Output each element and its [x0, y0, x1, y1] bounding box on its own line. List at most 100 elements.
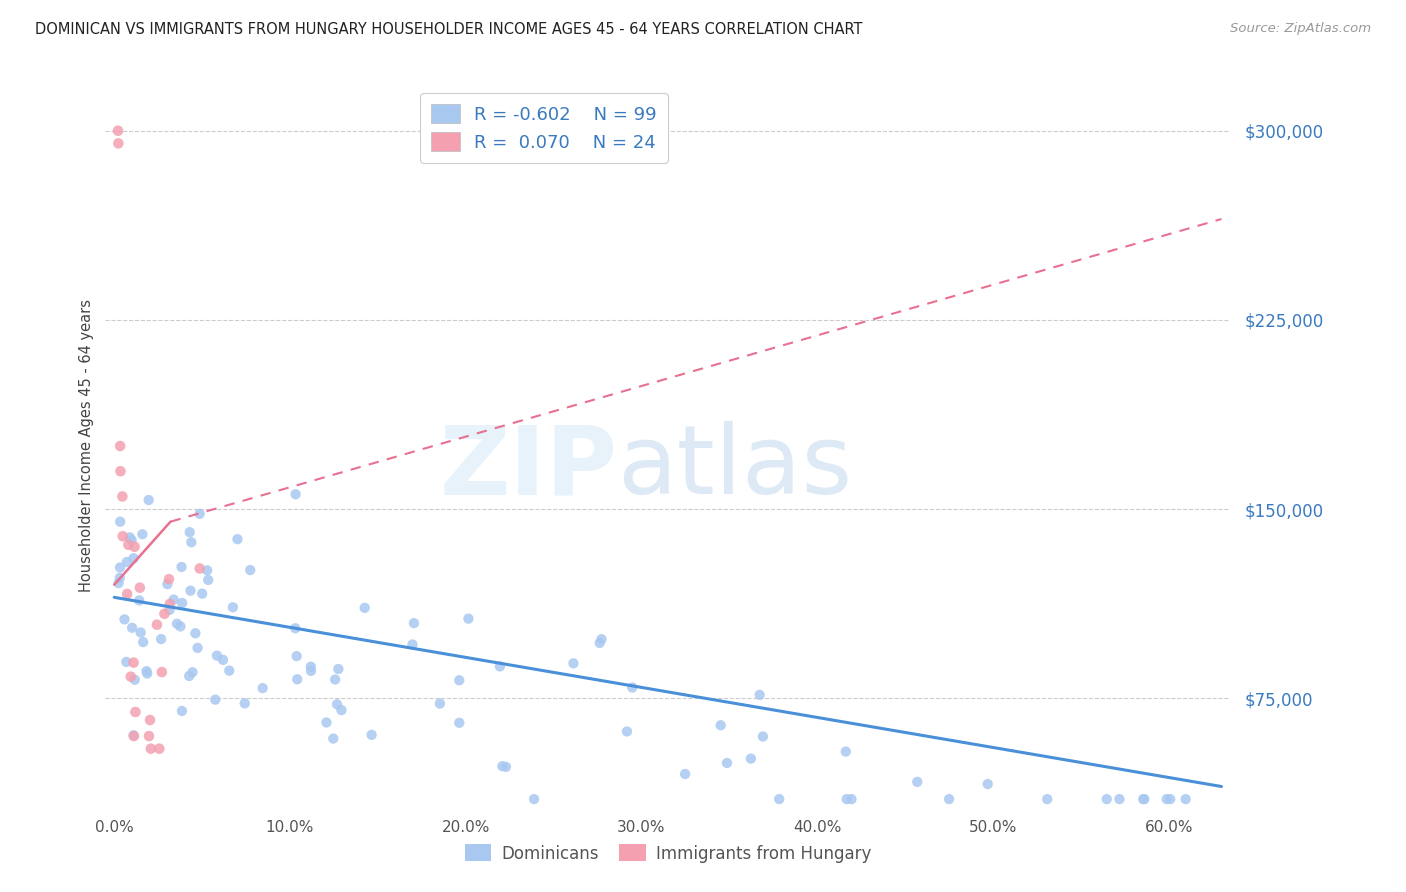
Point — [835, 745, 858, 759]
Point — [204, 692, 226, 706]
Point — [716, 756, 738, 770]
Point — [139, 741, 162, 756]
Point — [122, 728, 145, 742]
Point — [285, 649, 308, 664]
Point — [187, 640, 209, 655]
Point — [212, 653, 235, 667]
Point — [115, 587, 138, 601]
Point — [938, 792, 960, 806]
Point — [562, 657, 585, 671]
Point — [170, 704, 193, 718]
Point — [120, 670, 142, 684]
Point — [136, 666, 159, 681]
Point — [135, 664, 157, 678]
Point — [591, 632, 613, 647]
Point — [284, 487, 307, 501]
Point — [166, 616, 188, 631]
Point — [159, 603, 181, 617]
Point — [1159, 792, 1181, 806]
Point — [740, 751, 762, 765]
Point — [138, 493, 160, 508]
Point — [284, 621, 307, 635]
Point — [710, 718, 733, 732]
Point — [114, 612, 136, 626]
Point — [163, 592, 186, 607]
Point — [131, 527, 153, 541]
Text: atlas: atlas — [617, 421, 852, 515]
Point — [122, 656, 145, 670]
Point — [108, 439, 131, 453]
Point — [169, 619, 191, 633]
Point — [132, 635, 155, 649]
Point — [495, 760, 517, 774]
Point — [148, 741, 170, 756]
Point — [323, 673, 346, 687]
Point — [180, 535, 202, 549]
Point — [179, 669, 201, 683]
Point — [835, 792, 858, 806]
Point — [108, 560, 131, 574]
Point — [1156, 792, 1178, 806]
Point — [157, 572, 180, 586]
Point — [457, 612, 479, 626]
Point — [233, 697, 256, 711]
Point — [188, 561, 211, 575]
Point — [139, 713, 162, 727]
Point — [222, 600, 245, 615]
Point — [115, 555, 138, 569]
Point — [188, 507, 211, 521]
Point — [326, 697, 349, 711]
Point — [429, 697, 451, 711]
Point — [752, 730, 775, 744]
Point — [118, 530, 141, 544]
Point — [191, 587, 214, 601]
Point — [128, 581, 150, 595]
Point — [768, 792, 790, 806]
Point — [121, 533, 143, 548]
Point — [184, 626, 207, 640]
Point — [124, 540, 146, 554]
Text: Source: ZipAtlas.com: Source: ZipAtlas.com — [1230, 22, 1371, 36]
Point — [108, 571, 131, 585]
Point — [226, 532, 249, 546]
Point — [172, 596, 194, 610]
Point — [218, 664, 240, 678]
Point — [117, 538, 139, 552]
Y-axis label: Householder Income Ages 45 - 64 years: Householder Income Ages 45 - 64 years — [79, 300, 94, 592]
Point — [124, 673, 146, 687]
Point — [328, 662, 350, 676]
Point — [589, 636, 612, 650]
Point — [401, 638, 423, 652]
Point — [449, 715, 471, 730]
Point — [124, 705, 146, 719]
Point — [1133, 792, 1156, 806]
Point — [315, 715, 337, 730]
Point — [285, 673, 308, 687]
Point — [841, 792, 863, 806]
Point — [156, 577, 179, 591]
Legend: Dominicans, Immigrants from Hungary: Dominicans, Immigrants from Hungary — [458, 838, 877, 869]
Point — [489, 659, 512, 673]
Point — [128, 593, 150, 607]
Point — [179, 583, 201, 598]
Point — [110, 464, 132, 478]
Point — [322, 731, 344, 746]
Point — [977, 777, 1000, 791]
Point — [299, 664, 322, 678]
Point — [122, 551, 145, 566]
Point — [179, 525, 201, 540]
Point — [252, 681, 274, 695]
Point — [616, 724, 638, 739]
Point — [107, 576, 129, 591]
Point — [195, 563, 218, 577]
Point — [153, 607, 176, 621]
Point — [205, 648, 228, 663]
Point — [108, 515, 131, 529]
Point — [1132, 792, 1154, 806]
Point — [111, 490, 134, 504]
Point — [673, 767, 696, 781]
Text: ZIP: ZIP — [439, 421, 617, 515]
Point — [115, 655, 138, 669]
Point — [353, 600, 375, 615]
Point — [1174, 792, 1197, 806]
